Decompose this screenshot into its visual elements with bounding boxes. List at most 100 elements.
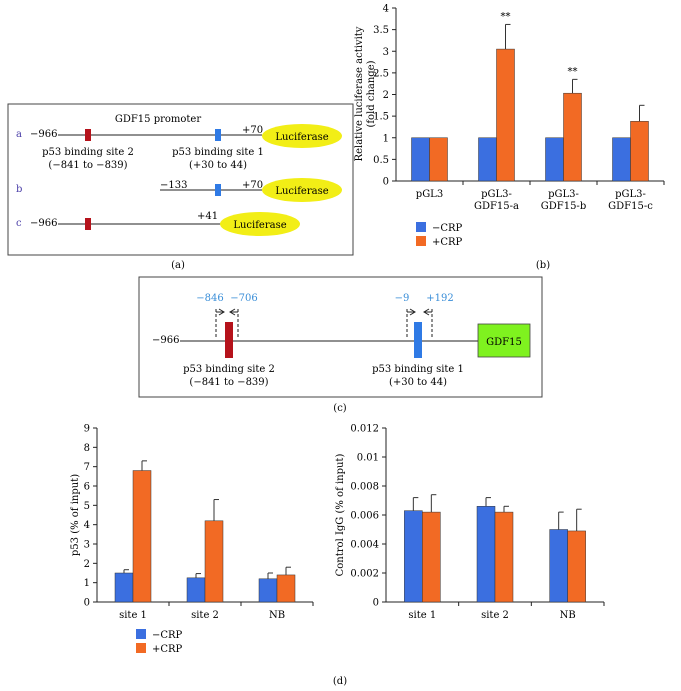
x-tick-label: NB [269, 610, 285, 621]
construct-letter: b [16, 184, 22, 195]
bar-minus-crp [476, 506, 496, 603]
construct-letter: c [16, 218, 22, 229]
legend-swatch-minus-crp [416, 222, 426, 232]
construct-start: −966 [30, 129, 57, 140]
bar-minus-crp [545, 137, 564, 182]
bar-plus-crp [276, 574, 296, 603]
x-tick-label: GDF15-c [608, 201, 653, 212]
site-1-range: (+30 to 44) [189, 160, 247, 171]
y-tick-label: 0.008 [350, 482, 379, 493]
site-1-name: p53 binding site 1 [372, 364, 464, 375]
y-tick-label: 0 [383, 177, 389, 188]
x-tick-label: site 1 [119, 610, 147, 621]
gene-label: GDF15 [486, 337, 522, 348]
panel-d-label: (d) [333, 676, 347, 687]
p53-site-2-marker [85, 218, 91, 230]
panel-b-label: (b) [536, 260, 550, 271]
y-tick-label: 3.5 [373, 25, 389, 36]
legend-minus-crp: −CRP [432, 223, 463, 234]
x-tick-label: site 2 [191, 610, 219, 621]
y-tick-label: 2.5 [373, 68, 389, 79]
y-tick-label: 0 [84, 598, 90, 609]
chart-d2: 0 0.002 0.004 0.006 0.008 0.01 0.012 Control Ig… [335, 424, 605, 621]
site-2-name: p53 binding site 2 [42, 147, 134, 158]
y-tick-label: 1 [84, 578, 90, 589]
reverse-primer-arrow-icon [229, 308, 238, 316]
chart-d1: 0 1 2 3 4 5 6 7 8 9 p53 (% of input) site 1 site 2 NB [70, 424, 314, 621]
site-2-name: p53 binding site 2 [183, 364, 275, 375]
forward-primer-arrow-icon [216, 308, 225, 316]
y-tick-label: 0.004 [350, 540, 379, 551]
bar-plus-crp [630, 121, 649, 182]
chart-b: 0 0.5 1 1.5 2 2.5 3 3.5 4 Relative luciferase act… [354, 4, 665, 212]
construct-c: c −966 +41 Luciferase [16, 211, 300, 236]
construct-start: −966 [30, 218, 57, 229]
construct-b: b −133 +70 Luciferase [16, 178, 342, 202]
bar-plus-crp [429, 137, 448, 182]
site-2-range: (−841 to −839) [48, 160, 127, 171]
construct-end: +70 [242, 180, 263, 191]
luciferase-label: Luciferase [275, 132, 328, 143]
bar-plus-crp [567, 530, 586, 603]
construct-a: a −966 +70 Luciferase p53 binding site 2… [16, 124, 342, 171]
x-tick-label: NB [560, 610, 576, 621]
legend-swatch-plus-crp [136, 643, 146, 653]
luciferase-label: Luciferase [275, 186, 328, 197]
y-tick-label: 3 [84, 540, 90, 551]
reverse-primer-arrow-icon [423, 308, 432, 316]
y-tick-label: 7 [84, 462, 90, 473]
primer-pair-site-1 [406, 308, 433, 338]
y-tick-label: 0 [373, 598, 379, 609]
x-tick-label: pGL3- [548, 189, 579, 200]
x-tick-label: pGL3 [416, 189, 443, 200]
p53-site-2-marker [85, 129, 91, 141]
y-tick-label: 2 [84, 559, 90, 570]
legend-d: −CRP +CRP [136, 629, 183, 655]
bar-plus-crp [204, 520, 224, 603]
construct-end: +41 [197, 211, 218, 222]
x-tick-label: GDF15-a [474, 201, 519, 212]
y-tick-label: 0.01 [357, 453, 379, 464]
bar-minus-crp [186, 577, 206, 603]
p53-site-1-marker [215, 129, 221, 141]
primer-label: +192 [426, 293, 453, 304]
panel-c-frame [138, 276, 543, 398]
y-tick-label: 4 [84, 520, 90, 531]
promoter-start: −966 [152, 335, 179, 346]
x-tick-label: pGL3- [481, 189, 512, 200]
panel-a: GDF15 promoter a −966 +70 Luciferase p53… [7, 103, 354, 271]
panel-c-label: (c) [333, 403, 347, 414]
y-tick-label: 3 [383, 47, 389, 58]
gdf15-gene-box [477, 323, 531, 358]
y-tick-label: 0.012 [350, 424, 379, 435]
primer-label: −706 [230, 293, 257, 304]
y-axis-title: Control IgG (% of input) [335, 454, 346, 577]
legend-swatch-minus-crp [136, 629, 146, 639]
bar-minus-crp [114, 572, 134, 603]
primer-label: −846 [196, 293, 223, 304]
bar-minus-crp [411, 137, 430, 182]
x-tick-label: GDF15-b [541, 201, 586, 212]
luciferase-reporter [262, 178, 342, 202]
primer-pair-site-2 [215, 308, 239, 338]
legend-plus-crp: +CRP [152, 644, 183, 655]
x-tick-label: pGL3- [615, 189, 646, 200]
x-tick-label: site 1 [408, 610, 436, 621]
bar-minus-crp [612, 137, 631, 182]
significance-marker: ** [501, 11, 511, 22]
bar-plus-crp [496, 48, 515, 182]
y-axis-title: p53 (% of input) [70, 474, 81, 556]
site-1-name: p53 binding site 1 [172, 147, 264, 158]
p53-site-1-marker [215, 184, 221, 196]
construct-start: −133 [160, 180, 187, 191]
bar-minus-crp [404, 510, 423, 603]
y-tick-label: 0.006 [350, 511, 379, 522]
y-tick-label: 0.002 [350, 569, 379, 580]
forward-primer-arrow-icon [407, 308, 416, 316]
legend-b: −CRP +CRP [416, 222, 463, 248]
legend-minus-crp: −CRP [152, 630, 183, 641]
bar-plus-crp [132, 470, 152, 603]
y-tick-label: 8 [84, 443, 90, 454]
